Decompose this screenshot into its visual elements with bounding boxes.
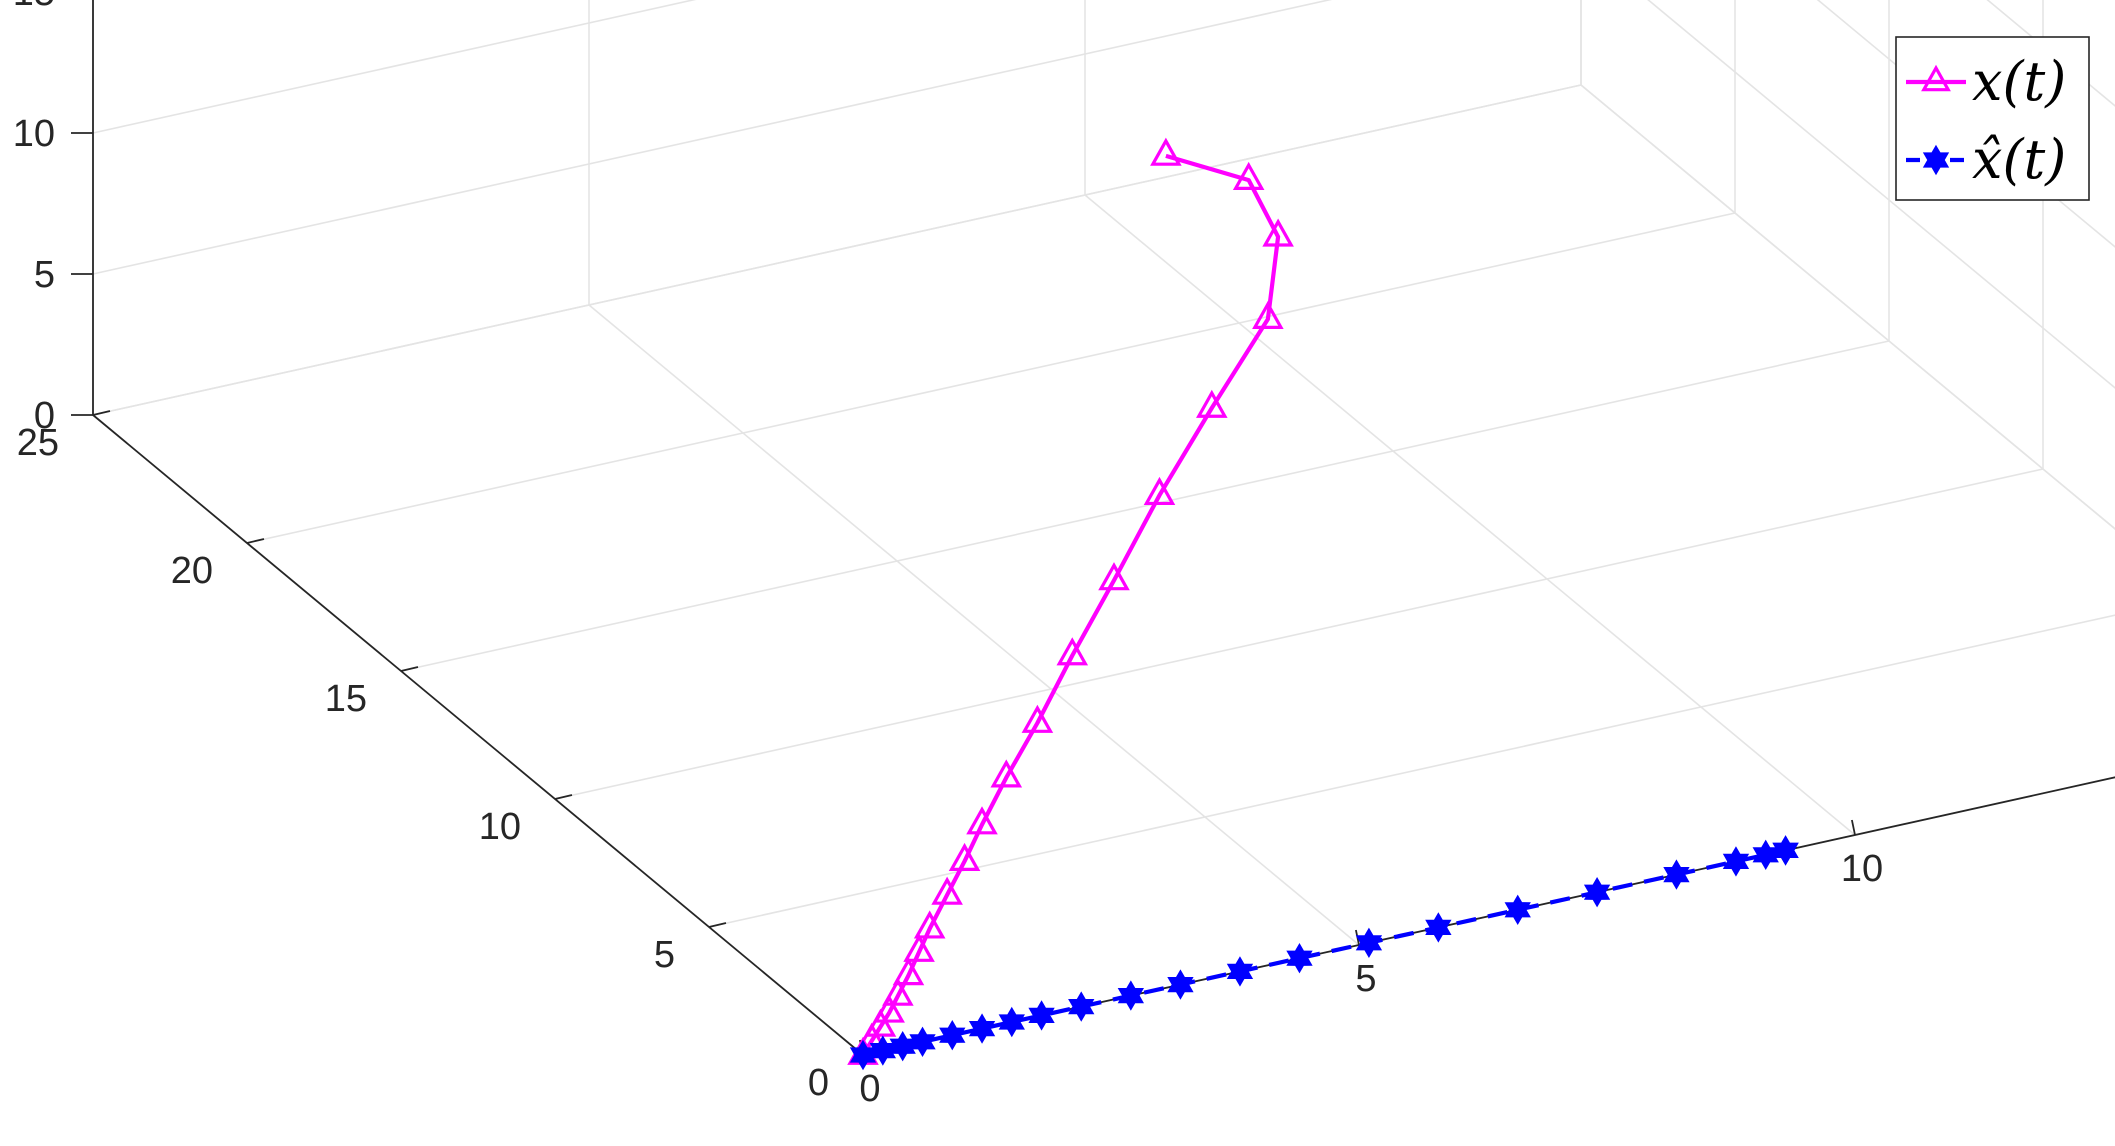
series-1-point: [1098, 562, 1130, 591]
y-tick-label: 25: [17, 422, 59, 464]
y-tick-mark: [400, 666, 419, 672]
grid-floor-y: [862, 776, 2115, 1056]
x-axis-line: [862, 776, 2115, 1056]
series-2-point: [1425, 912, 1452, 943]
series-1-point: [1056, 637, 1089, 666]
series-1-point: [948, 842, 981, 872]
series-2-point: [968, 1013, 996, 1044]
grid-floor-y: [554, 468, 2044, 800]
z-tick-label: 10: [13, 113, 55, 155]
y-tick-label: 10: [479, 806, 521, 848]
grid-floor-x: [588, 304, 1360, 946]
x-tick-mark: [1851, 819, 1856, 836]
series-layer: [847, 137, 1799, 1071]
series-1-point: [1262, 218, 1294, 247]
grid-floor-y: [708, 614, 2115, 928]
grid-side-z: [1647, 0, 2115, 389]
grid-lines: [92, 0, 2115, 1056]
series-2-point: [1167, 969, 1194, 1000]
series-1-point: [966, 806, 998, 835]
series-2-point: [998, 1006, 1025, 1038]
x-tick-label: 10: [1841, 848, 1883, 890]
series-1-point: [990, 759, 1023, 788]
grid-floor-x: [1084, 194, 1856, 836]
z-tick-label: 15: [13, 0, 55, 14]
series-2-point: [1226, 956, 1254, 987]
series-1-point: [903, 933, 935, 962]
series-1-point: [1143, 476, 1176, 506]
legend-marker-1: [1921, 64, 1951, 92]
legend: x(t) x̂(t): [1895, 36, 2090, 201]
series-2-point: [1583, 877, 1611, 908]
series-1-point: [1150, 137, 1182, 166]
series-1-point: [1252, 300, 1284, 329]
series-2-point: [1028, 1000, 1055, 1031]
series-2-point: [909, 1026, 936, 1057]
series-2-point: [1663, 859, 1690, 890]
grid-back-z: [92, 0, 697, 134]
legend-marker-2: [1922, 144, 1950, 176]
series-1-point: [1196, 389, 1228, 418]
x-tick-label: 0: [859, 1068, 880, 1110]
legend-label-1: x(t): [1972, 50, 2066, 113]
series-1-point: [882, 977, 914, 1006]
y-tick-label: 5: [654, 934, 675, 976]
grid-back-z: [92, 84, 1582, 416]
grid-floor-y: [400, 340, 1890, 672]
grid-floor-y: [246, 212, 1736, 544]
y-tick-mark: [554, 794, 573, 800]
y-tick-label: 15: [325, 678, 367, 720]
series-1-point: [892, 957, 925, 986]
y-tick-mark: [246, 538, 265, 544]
series-2-point: [1117, 980, 1144, 1011]
legend-box: [1895, 36, 2090, 201]
y-tick-mark: [92, 410, 111, 416]
series-1-point: [931, 876, 963, 905]
tick-labels: 051015051015202505101520: [13, 0, 1883, 1110]
series-1-point: [1021, 704, 1054, 733]
series-2-point: [1722, 846, 1750, 877]
grid-side-z: [1580, 84, 2115, 530]
series-2-point: [1355, 927, 1383, 958]
grid-back-z: [92, 0, 1333, 275]
y-tick-mark: [708, 922, 727, 928]
z-tick-label: 0: [34, 395, 55, 437]
series-1-point: [864, 1008, 897, 1037]
series-2-point: [939, 1020, 966, 1051]
series-2-point: [1772, 835, 1799, 866]
y-tick-label: 0: [808, 1062, 829, 1104]
x-tick-label: 5: [1355, 958, 1376, 1000]
series-2-point: [1068, 991, 1095, 1022]
z-tick-label: 5: [34, 254, 55, 296]
series-1-point: [873, 994, 905, 1023]
series-1-point: [913, 910, 946, 939]
series-2-point: [1504, 894, 1531, 925]
axes-frame: [71, 0, 2115, 1056]
y-axis-line: [92, 414, 864, 1056]
y-tick-label: 20: [171, 550, 213, 592]
series-1-point: [1232, 161, 1265, 190]
legend-label-2: x̂(t): [1972, 128, 2066, 191]
series-line-1: [861, 153, 1281, 1057]
series-2-point: [1286, 943, 1313, 974]
